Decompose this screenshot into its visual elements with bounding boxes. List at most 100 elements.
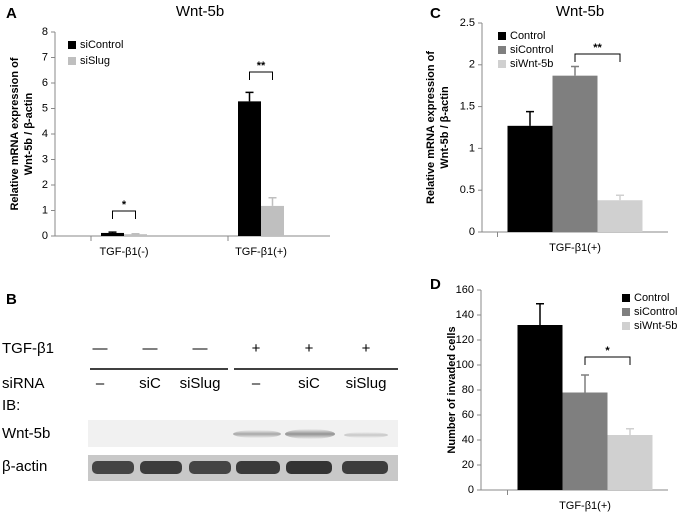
bar <box>238 101 261 236</box>
y-tick-label: 3 <box>42 153 48 165</box>
row-label: siRNA <box>2 375 45 392</box>
lane-label: + <box>252 340 261 357</box>
error-bar <box>616 194 624 201</box>
bar <box>607 435 653 490</box>
lane-label: siSlug <box>346 375 387 392</box>
chart-title: Wnt-5b <box>556 3 604 20</box>
y-tick-label: 120 <box>456 334 474 346</box>
y-tick-label: 80 <box>462 384 474 396</box>
bar <box>517 325 563 490</box>
bar <box>507 125 553 232</box>
lane-label: – <box>252 375 261 392</box>
lane-label: — <box>193 340 208 357</box>
y-tick-label: 0 <box>469 226 475 238</box>
y-tick-label: 2 <box>42 179 48 191</box>
y-tick-label: 6 <box>42 77 48 89</box>
row-label: TGF-β1 <box>2 340 54 357</box>
legend-swatch <box>622 294 630 302</box>
legend-swatch <box>68 57 76 65</box>
significance-label: ** <box>257 60 266 72</box>
blot-band <box>344 432 388 438</box>
lane-label: — <box>93 340 108 357</box>
significance-label: * <box>605 345 610 357</box>
panel-letter: A <box>6 5 17 22</box>
bar <box>562 392 608 490</box>
blot-band <box>285 429 335 439</box>
legend-label: siWnt-5b <box>510 58 553 70</box>
legend-label: Control <box>634 292 669 304</box>
significance-label: * <box>122 199 127 211</box>
y-tick-label: 1.5 <box>460 101 475 113</box>
legend-label: Control <box>510 30 545 42</box>
significance-bracket <box>574 53 621 62</box>
y-tick-label: 2 <box>469 59 475 71</box>
error-bar <box>245 91 254 102</box>
blot-band <box>140 461 182 474</box>
legend-swatch <box>498 60 506 68</box>
legend-swatch <box>498 46 506 54</box>
blot-band <box>342 461 388 474</box>
legend-label: siControl <box>634 306 677 318</box>
significance-label: ** <box>593 42 602 54</box>
error-bar <box>581 374 589 393</box>
error-bar <box>571 65 579 76</box>
error-bar <box>108 231 117 233</box>
error-bar <box>626 428 634 435</box>
y-tick-label: 160 <box>456 284 474 296</box>
error-bar <box>268 197 277 206</box>
y-axis-label: Wnt-5b / β-actin <box>23 92 35 175</box>
panel-letter: D <box>430 276 441 293</box>
y-tick-label: 8 <box>42 26 48 38</box>
blot-band <box>92 461 134 474</box>
bar <box>124 234 147 236</box>
x-tick-label: TGF-β1(-) <box>99 246 148 258</box>
ib-label: IB: <box>2 397 20 414</box>
y-tick-label: 140 <box>456 309 474 321</box>
y-tick-label: 0.5 <box>460 184 475 196</box>
significance-bracket <box>584 356 631 365</box>
legend-swatch <box>498 32 506 40</box>
y-tick-label: 5 <box>42 102 48 114</box>
y-axis-label: Relative mRNA expression of <box>425 51 437 204</box>
bar <box>101 232 124 236</box>
lane-label: + <box>305 340 314 357</box>
blot-band <box>286 461 332 474</box>
error-bar <box>526 110 534 126</box>
band-label: β-actin <box>2 458 47 475</box>
y-tick-label: 2.5 <box>460 17 475 29</box>
y-tick-label: 40 <box>462 434 474 446</box>
x-tick-label: TGF-β1(+) <box>235 246 287 258</box>
panel-letter: B <box>6 291 17 308</box>
significance-bracket <box>249 71 273 80</box>
y-tick-label: 1 <box>42 204 48 216</box>
legend-label: siWnt-5b <box>634 320 677 332</box>
legend-swatch <box>622 322 630 330</box>
lane-label: — <box>143 340 158 357</box>
band-label: Wnt-5b <box>2 425 50 442</box>
blot-band <box>189 461 231 474</box>
y-tick-label: 60 <box>462 409 474 421</box>
lane-label: + <box>362 340 371 357</box>
blot-band <box>233 430 281 438</box>
error-bar <box>131 232 140 235</box>
y-tick-label: 0 <box>468 484 474 496</box>
y-tick-label: 100 <box>456 359 474 371</box>
lane-label: – <box>96 375 105 392</box>
x-tick-label: TGF-β1(+) <box>559 500 611 512</box>
y-tick-label: 4 <box>42 128 48 140</box>
legend-label: siControl <box>80 39 123 51</box>
panel-letter: C <box>430 5 441 22</box>
legend-label: siControl <box>510 44 553 56</box>
y-tick-label: 7 <box>42 51 48 63</box>
legend-label: siSlug <box>80 55 110 67</box>
significance-bracket <box>112 210 136 219</box>
y-axis-label: Number of invaded cells <box>446 326 458 453</box>
lane-label: siSlug <box>180 375 221 392</box>
legend-swatch <box>622 308 630 316</box>
y-axis-label: Wnt-5b / β-actin <box>439 86 451 169</box>
x-tick-label: TGF-β1(+) <box>549 242 601 254</box>
y-tick-label: 20 <box>462 459 474 471</box>
bar <box>552 75 598 232</box>
